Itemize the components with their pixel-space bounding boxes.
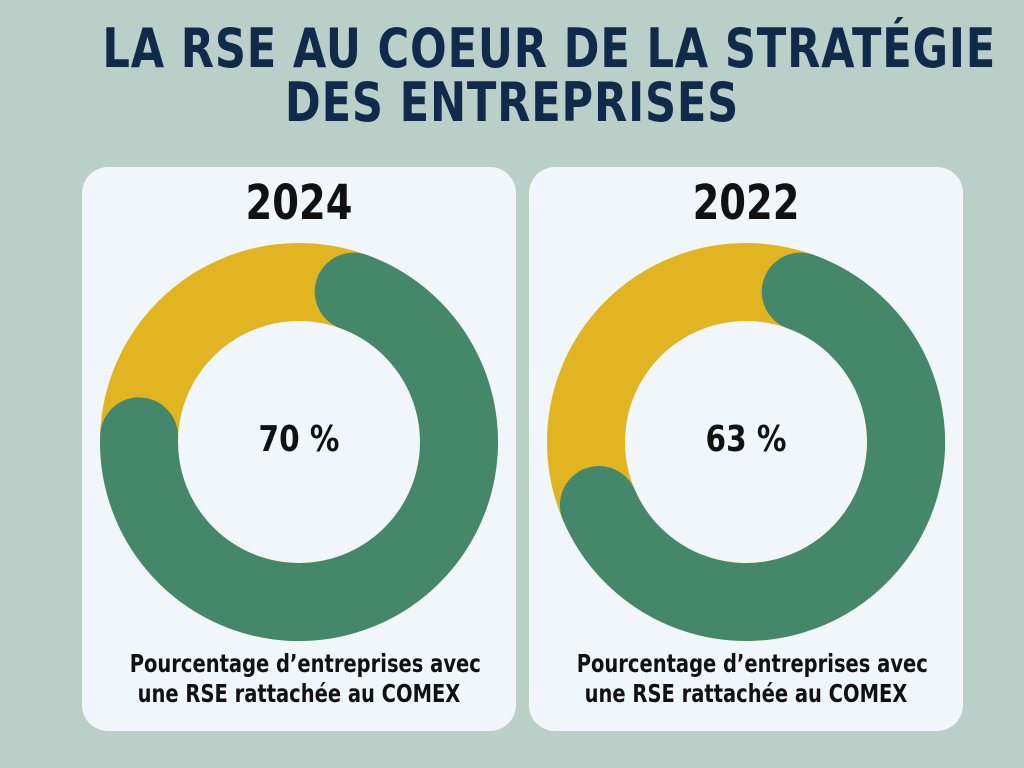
chart-caption-line-2: une RSE rattachée au COMEX	[137, 679, 461, 708]
chart-year-label: 2024	[245, 175, 353, 231]
donut-slice-share	[559, 252, 945, 641]
chart-card-2022: 2022 63 % Pourcentage d’entreprises avec…	[529, 167, 963, 731]
donut-chart-2022	[547, 243, 945, 641]
page-title: LA RSE AU COEUR DE LA STRATÉGIE DES ENTR…	[102, 17, 997, 134]
donut-slice-share	[100, 252, 498, 641]
chart-card-2024: 2024 70 % Pourcentage d’entreprises avec…	[82, 167, 516, 731]
chart-caption: Pourcentage d’entreprises avec une RSE r…	[576, 649, 928, 709]
chart-caption-line-1: Pourcentage d’entreprises avec	[576, 649, 928, 678]
donut-center-value: 70 %	[258, 419, 340, 460]
chart-caption-line-2: une RSE rattachée au COMEX	[584, 679, 908, 708]
chart-year-label: 2022	[692, 175, 800, 231]
chart-caption-line-1: Pourcentage d’entreprises avec	[129, 649, 481, 678]
chart-caption: Pourcentage d’entreprises avec une RSE r…	[129, 649, 481, 709]
donut-center-value: 63 %	[705, 419, 787, 460]
page-title-line-1: LA RSE AU COEUR DE LA STRATÉGIE	[102, 17, 997, 80]
donut-chart-2024	[100, 243, 498, 641]
page-title-line-2: DES ENTREPRISES	[284, 71, 740, 134]
